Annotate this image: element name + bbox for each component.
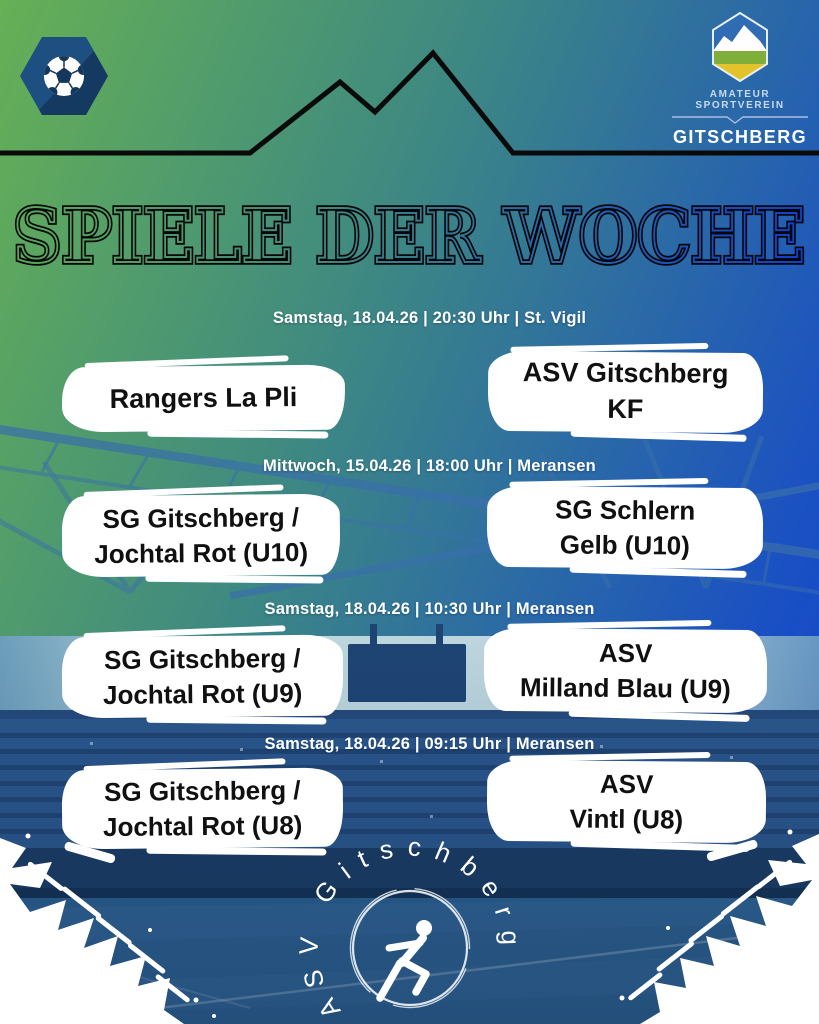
match-info: Samstag, 18.04.26 | 20:30 Uhr | St. Vigi… [272,309,587,327]
page-title: SPIELE DER WOCHE SPIELE DER WOCHE [10,196,808,283]
match-info: Mittwoch, 15.04.26 | 18:00 Uhr | Meranse… [263,457,596,475]
team-name: SG Schlern Gelb (U10) [554,494,696,561]
team-name: ASV Gitschberg KF [522,357,729,425]
mountain-silhouette [0,49,819,156]
team-box-away: ASV Gitschberg KF [487,350,764,434]
mountain-crest-icon [712,12,768,82]
team-name: SG Gitschberg / Jochtal Rot (U10) [94,502,309,569]
match-info: Samstag, 18.04.26 | 09:15 Uhr | Meransen [264,735,595,753]
running-player-icon [376,920,432,1002]
soccer-ball-glyph [43,55,85,97]
team-box-home: Rangers La Pli [61,364,346,433]
team-box-home: SG Gitschberg / Jochtal Rot (U9) [61,634,344,719]
club-logo: AMATEUR SPORTVEREIN GITSCHBERG [666,12,814,148]
brush-strokes [0,829,819,1024]
team-box-away: ASV Vintl (U8) [486,759,767,844]
match-info: Samstag, 18.04.26 | 10:30 Uhr | Meransen [264,600,595,618]
team-box-away: SG Schlern Gelb (U10) [486,485,764,570]
divider-chevron [672,116,808,124]
team-name: SG Gitschberg / Jochtal Rot (U8) [102,775,303,842]
club-name: GITSCHBERG [672,127,807,147]
team-box-home: SG Gitschberg / Jochtal Rot (U10) [61,493,341,578]
team-name: SG Gitschberg / Jochtal Rot (U9) [102,643,303,710]
team-name: ASV Vintl (U8) [569,768,684,834]
team-name: Rangers La Pli [109,381,298,414]
title-outline-inner: SPIELE DER WOCHE [13,196,805,280]
team-name: ASV Milland Blau (U9) [519,637,731,704]
team-box-home: SG Gitschberg / Jochtal Rot (U8) [61,767,344,850]
club-subtitle: AMATEUR SPORTVEREIN [695,89,785,111]
title-outline-outer: SPIELE DER WOCHE [13,196,805,280]
team-box-away: ASV Milland Blau (U9) [483,627,768,714]
